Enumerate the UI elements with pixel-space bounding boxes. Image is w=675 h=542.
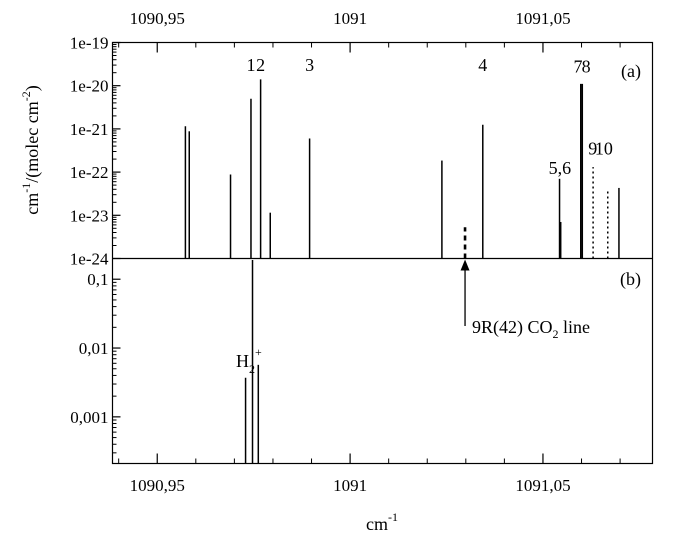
panel-b-y-tick-labels: 0,001 0,01 0,1 (70, 270, 108, 427)
line-number-label: 4 (478, 55, 487, 75)
x-axis-label: cm-1 (366, 510, 398, 534)
ylabel-part3: ) (22, 85, 43, 91)
xlabel-base: cm (366, 514, 388, 534)
panel-b-label: (b) (620, 269, 641, 290)
panel-b-y-tick-label: 0,001 (70, 408, 108, 427)
panel-b-spectral-lines (244, 260, 260, 464)
panel-a-y-tick-label: 1e-19 (70, 34, 109, 53)
line-number-label: 2 (256, 55, 265, 75)
h2-plus-base: H (236, 351, 249, 371)
panel-a-y-tick-label: 1e-24 (70, 250, 109, 269)
co2-label-suffix: line (559, 317, 591, 337)
panel-a-y-tick-label: 1e-22 (70, 163, 109, 182)
panel-a-y-tick-label: 1e-20 (70, 77, 109, 96)
line-number-label: 7 (574, 56, 583, 76)
panel-a-y-tick-label: 1e-23 (70, 206, 109, 225)
ylabel-part2: /(molec cm (22, 101, 43, 182)
line-number-label: 8 (582, 56, 591, 76)
line-number-label: 5,6 (549, 158, 572, 178)
top-x-tick-label: 1091,05 (515, 9, 570, 28)
axis-ticks (112, 41, 621, 464)
panel-a-label: (a) (621, 61, 641, 82)
h2-plus-label: H2+ (236, 345, 262, 376)
panel-a-line-annotations: 1 2 3 4 5,6 7 8 910 (246, 55, 612, 178)
bottom-x-tick-label: 1090,95 (130, 476, 185, 495)
top-axis-tick-labels: 1090,95 1091 1091,05 (130, 9, 571, 28)
xlabel-sup: -1 (388, 510, 398, 524)
y-axis-label: cm-1/(molec cm-2) (19, 85, 43, 214)
line-number-label: 1 (246, 55, 255, 75)
line-number-label: 10 (595, 139, 613, 159)
line-number-label: 3 (305, 55, 314, 75)
panel-b-y-tick-label: 0,1 (87, 270, 108, 289)
panel-b-y-tick-label: 0,01 (79, 339, 109, 358)
co2-label-sub: 2 (553, 327, 559, 341)
h2-plus-sub: 2 (249, 362, 255, 376)
ylabel-sup1: -1 (19, 183, 33, 193)
co2-line-arrow (460, 259, 470, 326)
co2-label-prefix: 9R(42) CO (472, 317, 553, 338)
bottom-x-tick-label: 1091,05 (515, 476, 570, 495)
ylabel-sup2: -2 (19, 91, 33, 101)
plot-frame (111, 41, 654, 465)
top-x-tick-label: 1091 (333, 9, 367, 28)
panel-a-spectral-lines (184, 79, 620, 259)
ylabel-part1: cm (22, 193, 42, 215)
bottom-x-tick-label: 1091 (333, 476, 367, 495)
top-x-tick-label: 1090,95 (130, 9, 185, 28)
h2-plus-sup: + (255, 345, 262, 359)
panel-a-y-tick-labels: 1e-24 1e-23 1e-22 1e-21 1e-20 1e-19 (70, 34, 109, 269)
co2-line-label: 9R(42) CO2 line (472, 317, 590, 341)
bottom-axis-tick-labels: 1090,95 1091 1091,05 (130, 476, 571, 495)
panel-a-y-tick-label: 1e-21 (70, 120, 109, 139)
arrow-head (460, 259, 470, 271)
line-number-label: 9 (588, 139, 597, 159)
